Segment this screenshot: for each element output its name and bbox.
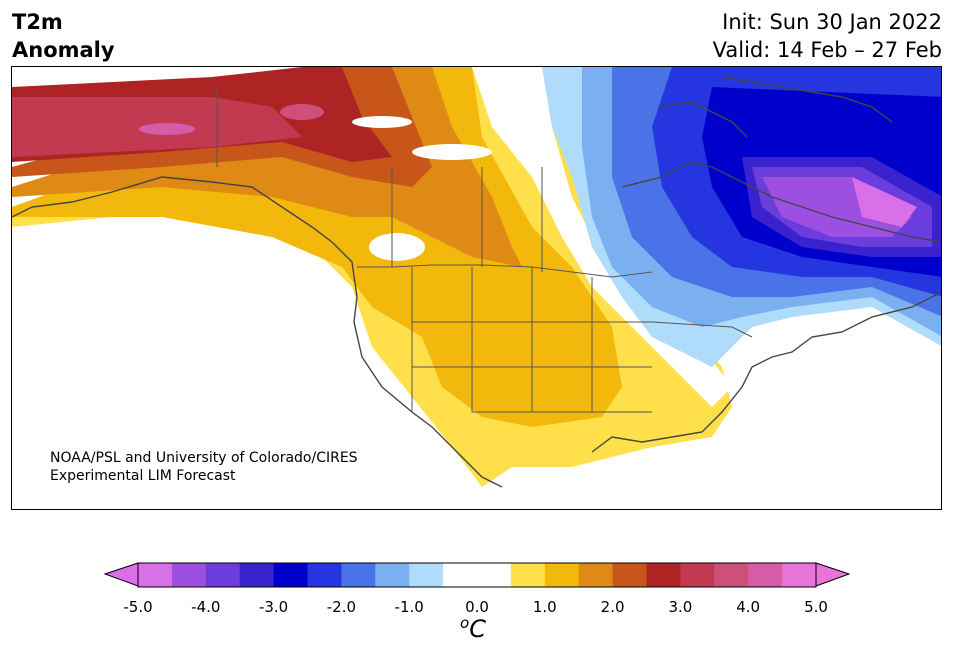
unit-letter: C [469,615,486,643]
credit-line-2: Experimental LIM Forecast [50,468,236,484]
colorbar-cell [680,563,715,587]
colorbar-cell [748,563,783,587]
colorbar-cell [409,563,444,587]
colorbar-cell [477,563,512,587]
colorbar-tick-label: -2.0 [326,598,357,616]
colorbar-tick-label: -3.0 [258,598,289,616]
colorbar-left-extension [104,562,139,587]
colorbar-cells [138,563,817,587]
colorbar-units: oC [460,614,486,643]
colorbar-tick-label: 1.0 [532,598,557,616]
warm-core-pink [139,123,195,135]
political-borders [216,87,753,413]
colorbar-cell [307,563,342,587]
cold-core-magenta [852,177,917,227]
init-date: Init: Sun 30 Jan 2022 [722,10,942,34]
colorbar-cell [205,563,241,587]
white-patch-1 [352,116,412,128]
colorbar-cell [273,563,308,587]
colorbar-cell [171,563,207,587]
colorbar-cell [578,563,614,587]
colorbar-cell [612,563,647,587]
coastlines [12,76,941,488]
title-line-1: T2m [12,10,63,34]
map-title: T2m Anomaly [12,8,115,64]
colorbar-tick-label: 5.0 [804,598,828,616]
degree-symbol: o [460,614,470,632]
white-patch-3 [369,233,425,261]
title-line-2: Anomaly [12,38,115,62]
colorbar-cell [510,563,546,587]
credit-line-1: NOAA/PSL and University of Colorado/CIRE… [50,450,358,466]
forecast-dates: Init: Sun 30 Jan 2022 Valid: 14 Feb – 27… [713,8,942,64]
colorbar-tick-label: 0.0 [465,598,489,616]
colorbar-tick-label: -4.0 [191,598,221,616]
colorbar-tick-label: 2.0 [600,598,625,616]
colorbar-cell [544,563,580,587]
map-credit: NOAA/PSL and University of Colorado/CIRE… [50,449,358,485]
white-patch-2 [412,144,492,160]
colorbar [104,562,851,588]
colorbar-tick-label: -1.0 [394,598,424,616]
colorbar-right-extension [815,562,851,587]
map-canvas [12,67,941,509]
warm-core-pink-2 [280,104,324,120]
colorbar-tick-label: -5.0 [123,598,153,616]
colorbar-cell [443,563,478,587]
colorbar-cell [646,563,681,587]
colorbar-cell [138,563,173,587]
anomaly-map: NOAA/PSL and University of Colorado/CIRE… [11,66,942,510]
colorbar-tick-label: 4.0 [736,598,761,616]
colorbar-cell [375,563,410,587]
valid-period: Valid: 14 Feb – 27 Feb [712,38,942,62]
colorbar-cell [341,563,376,587]
colorbar-cell [239,563,275,587]
colorbar-cell [782,563,817,587]
colorbar-cell [714,563,749,587]
colorbar-tick-label: 3.0 [668,598,693,616]
